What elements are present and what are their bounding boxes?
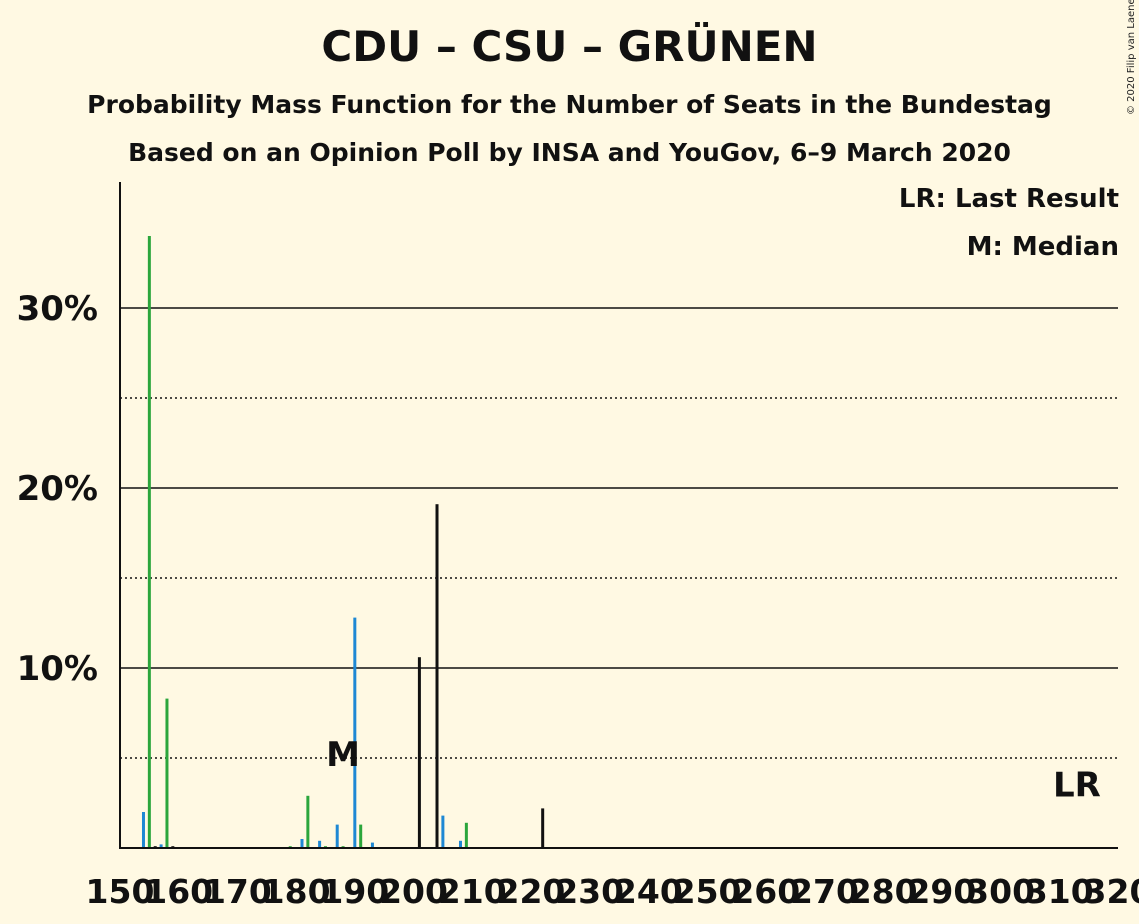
legend-last-result: LR: Last Result [898, 184, 1119, 214]
x-tick-label: 270 [790, 872, 859, 911]
x-tick-label: 260 [731, 872, 800, 911]
bar-seats-191 [359, 824, 363, 848]
y-tick-label: 30% [17, 289, 98, 329]
bar-seats-157 [159, 844, 163, 848]
bar-seats-187 [335, 824, 339, 848]
bar-seats-190 [353, 617, 357, 848]
last-result-marker: LR [1053, 766, 1101, 806]
tick-labels: 10%20%30%1501601701801902002102202302402… [17, 289, 1139, 911]
bar-seats-205 [441, 815, 445, 848]
x-tick-label: 150 [86, 872, 155, 911]
x-tick-label: 160 [144, 872, 213, 911]
x-tick-label: 320 [1084, 872, 1139, 911]
y-tick-label: 20% [17, 469, 98, 509]
bar-seats-209 [464, 822, 468, 848]
legend-median: M: Median [966, 232, 1119, 262]
bar-seats-222 [541, 808, 545, 848]
y-tick-label: 10% [17, 649, 98, 689]
bar-seats-181 [300, 839, 304, 848]
axes [119, 182, 1118, 849]
bar-seats-154 [141, 812, 145, 848]
x-tick-label: 210 [438, 872, 507, 911]
chart-subtitle: Probability Mass Function for the Number… [87, 90, 1052, 119]
gridlines [120, 307, 1118, 759]
median-marker: M [326, 735, 360, 775]
x-tick-label: 190 [320, 872, 389, 911]
bar-seats-155 [147, 236, 151, 848]
x-tick-label: 280 [849, 872, 918, 911]
x-tick-label: 220 [496, 872, 565, 911]
chart-title: CDU – CSU – GRÜNEN [321, 22, 818, 71]
x-tick-label: 230 [555, 872, 624, 911]
chart-subtitle-poll: Based on an Opinion Poll by INSA and You… [128, 138, 1011, 167]
x-tick-label: 250 [673, 872, 742, 911]
x-tick-label: 290 [907, 872, 976, 911]
bar-seats-208 [458, 840, 462, 848]
x-tick-label: 170 [203, 872, 272, 911]
bar-seats-204 [435, 504, 439, 848]
bar-seats-182 [306, 795, 310, 848]
x-tick-label: 180 [262, 872, 331, 911]
bar-seats-193 [370, 842, 374, 848]
bar-seats-201 [417, 657, 421, 848]
markers: M LR [326, 735, 1101, 806]
x-tick-label: 310 [1025, 872, 1094, 911]
x-tick-label: 200 [379, 872, 448, 911]
x-tick-label: 300 [966, 872, 1035, 911]
x-tick-label: 240 [614, 872, 683, 911]
bar-seats-184 [318, 840, 322, 848]
bar-seats-158 [165, 698, 169, 848]
